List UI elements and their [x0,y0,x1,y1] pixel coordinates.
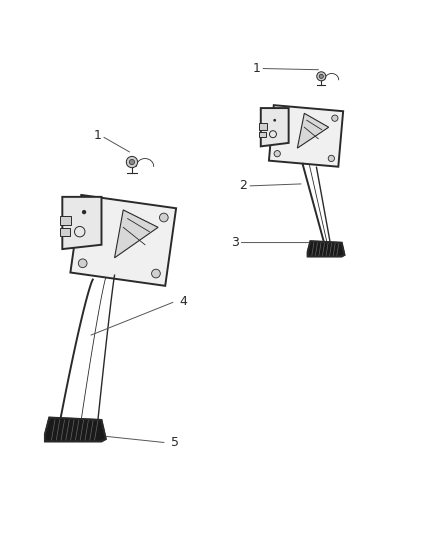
Bar [60,228,70,236]
Circle shape [317,72,326,81]
Circle shape [78,259,87,268]
Text: 4: 4 [180,295,188,308]
Circle shape [159,213,168,222]
Text: 1: 1 [252,62,260,75]
Circle shape [278,110,284,117]
Circle shape [126,156,138,168]
Polygon shape [71,195,176,286]
Text: 3: 3 [231,236,239,249]
Text: 1: 1 [94,130,102,142]
Circle shape [129,159,134,165]
Circle shape [328,155,335,161]
Bar [259,124,267,130]
Bar [60,216,71,225]
Circle shape [332,115,338,122]
Circle shape [82,210,86,214]
Polygon shape [297,114,328,148]
Polygon shape [261,108,289,147]
Text: 5: 5 [171,437,179,449]
Polygon shape [269,105,343,167]
Text: 2: 2 [240,180,247,192]
Bar [259,132,266,138]
Circle shape [273,119,276,122]
Polygon shape [307,241,345,256]
Polygon shape [45,417,106,441]
Circle shape [319,74,323,78]
Polygon shape [115,210,158,258]
Circle shape [152,269,160,278]
Circle shape [86,203,95,212]
Circle shape [274,150,280,157]
Polygon shape [62,197,102,249]
